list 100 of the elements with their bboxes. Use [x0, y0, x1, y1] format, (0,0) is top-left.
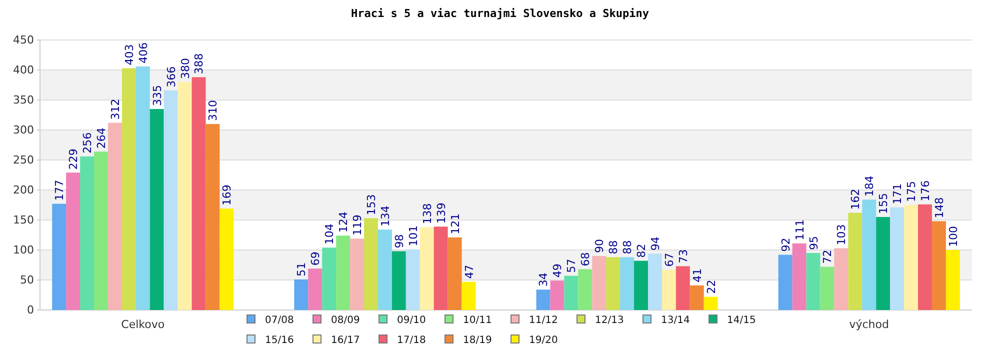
data-label: 22	[704, 280, 718, 294]
data-label: 68	[579, 252, 592, 266]
bar	[876, 217, 890, 310]
y-tick-label: 50	[20, 274, 34, 287]
bar	[220, 208, 234, 310]
y-tick-label: 400	[13, 64, 34, 77]
bar	[620, 257, 634, 310]
bar	[778, 254, 792, 310]
bar	[862, 200, 876, 310]
data-label: 162	[849, 188, 862, 210]
bar	[378, 230, 392, 310]
chart-title: Hraci s 5 a viac turnajmi Slovensko a Skupiny	[350, 7, 650, 20]
bar	[592, 256, 606, 310]
data-label: 95	[807, 236, 820, 250]
bar	[904, 205, 918, 310]
bar	[918, 204, 932, 310]
data-label: 101	[406, 225, 420, 246]
bar	[164, 90, 178, 310]
bar	[662, 270, 676, 310]
legend-label: 18/19	[463, 335, 492, 346]
bar	[420, 227, 434, 310]
y-tick-label: 250	[13, 154, 34, 167]
y-tick-label: 100	[13, 244, 34, 257]
bar	[564, 276, 578, 310]
bar	[606, 257, 620, 310]
bar	[206, 124, 220, 310]
legend-label: 12/13	[595, 315, 624, 326]
data-label: 155	[877, 193, 890, 214]
data-label: 104	[323, 224, 336, 245]
data-label: 100	[946, 226, 960, 247]
data-label: 176	[918, 180, 932, 202]
data-label: 139	[434, 202, 448, 224]
data-label: 98	[392, 234, 406, 248]
bar	[150, 109, 164, 310]
data-label: 153	[364, 194, 378, 216]
data-label: 171	[891, 183, 904, 204]
legend-label: 09/10	[397, 315, 426, 326]
bar	[406, 249, 420, 310]
data-label: 41	[690, 268, 704, 282]
data-label: 57	[565, 258, 578, 273]
bar	[94, 152, 108, 310]
bar	[634, 260, 648, 310]
data-label: 148	[932, 197, 946, 218]
legend-label: 13/14	[661, 315, 690, 326]
data-label: 310	[206, 100, 220, 121]
data-label: 92	[779, 238, 792, 252]
bar	[350, 238, 364, 310]
bar	[536, 290, 550, 310]
legend-label: 14/15	[727, 315, 756, 326]
bar	[690, 285, 704, 310]
data-label: 175	[905, 181, 918, 202]
data-label: 124	[337, 212, 350, 233]
data-label: 169	[220, 184, 234, 206]
y-tick-label: 300	[13, 124, 34, 137]
bar	[392, 251, 406, 310]
data-label: 380	[178, 58, 192, 79]
bar	[308, 268, 322, 310]
data-label: 67	[662, 252, 676, 267]
legend-label: 08/09	[331, 315, 360, 326]
data-label: 256	[81, 132, 94, 154]
bar	[578, 269, 592, 310]
data-label: 119	[351, 214, 364, 236]
bar	[946, 250, 960, 310]
bar	[122, 68, 136, 310]
bar	[66, 172, 80, 310]
data-label: 406	[136, 42, 150, 64]
bar	[448, 237, 462, 310]
data-label: 335	[150, 85, 164, 106]
bar	[848, 212, 862, 310]
bar	[52, 204, 66, 310]
data-label: 138	[420, 203, 434, 224]
bar	[80, 156, 94, 310]
y-tick-label: 450	[13, 34, 34, 47]
y-tick-label: 350	[13, 94, 34, 107]
legend-label: 19/20	[529, 335, 558, 346]
x-tick-label: východ	[849, 318, 889, 331]
bar	[322, 248, 336, 310]
data-label: 34	[537, 272, 550, 287]
bar	[364, 218, 378, 310]
data-label: 69	[309, 252, 322, 266]
data-label: 121	[448, 213, 462, 234]
bar	[792, 243, 806, 310]
data-label: 94	[648, 236, 662, 251]
data-label: 72	[821, 250, 834, 264]
bar	[462, 282, 476, 310]
data-label: 134	[378, 206, 392, 227]
bar	[834, 248, 848, 310]
y-tick-label: 0	[27, 304, 34, 317]
bar	[108, 122, 122, 310]
data-label: 388	[192, 53, 206, 74]
data-label: 264	[94, 128, 108, 149]
bar	[820, 266, 834, 310]
legend-label: 10/11	[463, 315, 492, 326]
data-label: 88	[607, 240, 620, 254]
data-label: 47	[462, 264, 476, 279]
bar	[178, 82, 192, 310]
legend-label: 07/08	[265, 315, 294, 326]
data-label: 111	[793, 219, 806, 240]
y-tick-label: 200	[13, 184, 34, 197]
bar	[676, 266, 690, 310]
